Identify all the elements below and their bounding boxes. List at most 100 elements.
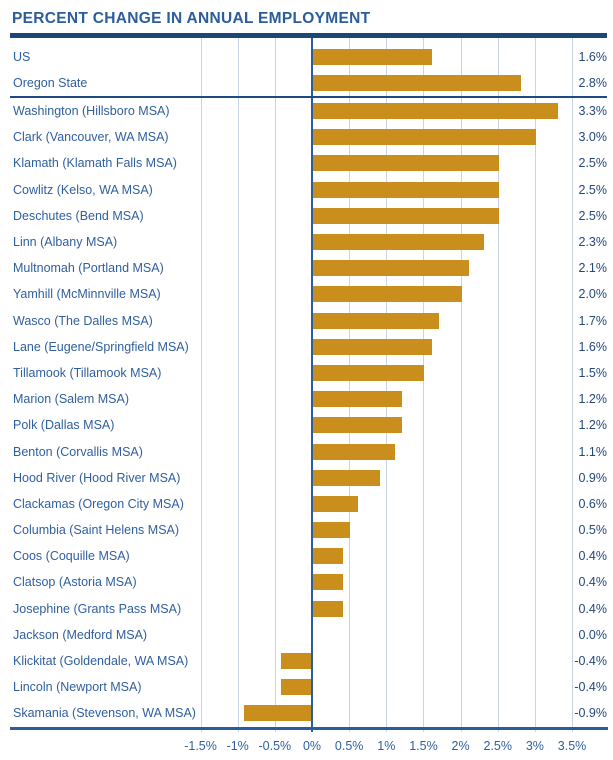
- value-bar: [313, 364, 425, 381]
- x-tick-label: -1%: [226, 739, 249, 753]
- value-bar: [313, 260, 470, 277]
- row-label: Clatsop (Astoria MSA): [13, 575, 137, 590]
- chart-row: Lincoln (Newport MSA) -0.4%: [0, 674, 613, 700]
- row-label: Tillamook (Tillamook MSA): [13, 365, 162, 380]
- chart-row: Deschutes (Bend MSA) 2.5%: [0, 203, 613, 229]
- chart-row: Tillamook (Tillamook MSA) 1.5%: [0, 360, 613, 386]
- chart-row: Clackamas (Oregon City MSA) 0.6%: [0, 491, 613, 517]
- county-section: Washington (Hillsboro MSA) 3.3% Clark (Van…: [0, 98, 613, 727]
- row-label: Hood River (Hood River MSA): [13, 470, 181, 485]
- chart-row: Lane (Eugene/Springfield MSA) 1.6%: [0, 334, 613, 360]
- value-bar: [313, 443, 395, 460]
- gridlines: [0, 38, 613, 732]
- row-value: -0.9%: [574, 706, 607, 721]
- row-label: Deschutes (Bend MSA): [13, 208, 144, 223]
- x-tick-label: 1%: [377, 739, 396, 753]
- gridline: [423, 38, 425, 732]
- row-value: 2.0%: [578, 287, 608, 302]
- value-bar: [313, 574, 343, 591]
- chart-row: Polk (Dallas MSA) 1.2%: [0, 412, 613, 438]
- gridline: [274, 38, 276, 732]
- row-label: Multnomah (Portland MSA): [13, 261, 164, 276]
- value-bar: [313, 49, 432, 65]
- zero-axis-line: [311, 38, 313, 732]
- row-value: 0.4%: [578, 549, 608, 564]
- row-label: Skamania (Stevenson, WA MSA): [13, 706, 196, 721]
- chart-title: PERCENT CHANGE IN ANNUAL EMPLOYMENT: [12, 10, 371, 27]
- title-rule: [10, 33, 607, 38]
- row-value: 0.6%: [578, 496, 608, 511]
- row-label: Linn (Albany MSA): [13, 235, 118, 250]
- row-value: -0.4%: [574, 680, 607, 695]
- x-tick-label: -0.5%: [258, 739, 292, 753]
- row-label: Benton (Corvallis MSA): [13, 444, 143, 459]
- row-label: Wasco (The Dalles MSA): [13, 313, 153, 328]
- chart-row: Cowlitz (Kelso, WA MSA) 2.5%: [0, 177, 613, 203]
- section-separator: [10, 96, 607, 98]
- value-bar: [313, 469, 380, 486]
- gridline: [349, 38, 351, 732]
- chart-row: Josephine (Grants Pass MSA) 0.4%: [0, 596, 613, 622]
- x-axis-labels: -1.5% -1% -0.5% 0% 0.5% 1% 1.5% 2% 2.5% 3% 3.5%: [0, 739, 613, 757]
- value-bar: [313, 181, 499, 198]
- value-bar: [313, 75, 522, 91]
- row-value: 1.7%: [578, 313, 608, 328]
- value-bar: [244, 705, 311, 722]
- chart-row: Clark (Vancouver, WA MSA) 3.0%: [0, 124, 613, 150]
- summary-section: US 1.6% Oregon State 2.8%: [0, 38, 613, 96]
- row-value: 2.5%: [578, 156, 608, 171]
- x-tick-label: 1.5%: [409, 739, 438, 753]
- value-bar: [313, 286, 462, 303]
- row-label: Coos (Coquille MSA): [13, 549, 130, 564]
- row-value: 3.3%: [578, 104, 608, 119]
- row-value: 0.4%: [578, 601, 608, 616]
- x-tick-label: 2.5%: [483, 739, 513, 753]
- value-bar: [313, 129, 536, 146]
- row-label: Marion (Salem MSA): [13, 392, 129, 407]
- gridline: [460, 38, 462, 732]
- row-value: 2.5%: [578, 182, 608, 197]
- chart-row: Oregon State 2.8%: [0, 70, 613, 96]
- chart-row: Linn (Albany MSA) 2.3%: [0, 229, 613, 255]
- value-bar: [313, 312, 440, 329]
- gridline: [572, 38, 574, 732]
- chart-row: Klamath (Klamath Falls MSA) 2.5%: [0, 150, 613, 176]
- x-tick-label: 3%: [525, 739, 544, 753]
- gridline: [237, 38, 239, 732]
- value-bar: [313, 155, 499, 172]
- row-label: Klickitat (Goldendale, WA MSA): [13, 654, 189, 669]
- value-bar: [313, 522, 351, 539]
- value-bar: [313, 495, 358, 512]
- row-label: Oregon State: [13, 76, 88, 90]
- row-label: Clark (Vancouver, WA MSA): [13, 130, 169, 145]
- row-value: 0.9%: [578, 470, 608, 485]
- row-label: Lincoln (Newport MSA): [13, 680, 142, 695]
- x-tick-label: 2%: [451, 739, 470, 753]
- value-bar: [313, 391, 403, 408]
- value-bar: [313, 417, 403, 434]
- row-value: 1.5%: [578, 365, 608, 380]
- row-value: 2.5%: [578, 208, 608, 223]
- row-value: 2.3%: [578, 235, 608, 250]
- row-value: 1.6%: [578, 50, 608, 64]
- row-label: Jackson (Medford MSA): [13, 627, 148, 642]
- row-label: Josephine (Grants Pass MSA): [13, 601, 182, 616]
- chart-row: Klickitat (Goldendale, WA MSA) -0.4%: [0, 648, 613, 674]
- row-label: Clackamas (Oregon City MSA): [13, 496, 184, 511]
- row-value: 0.0%: [578, 627, 608, 642]
- row-value: 1.6%: [578, 339, 608, 354]
- chart-row: Marion (Salem MSA) 1.2%: [0, 386, 613, 412]
- chart-row: Benton (Corvallis MSA) 1.1%: [0, 438, 613, 464]
- row-value: -0.4%: [574, 654, 607, 669]
- value-bar: [281, 679, 311, 696]
- row-label: Klamath (Klamath Falls MSA): [13, 156, 177, 171]
- row-label: Columbia (Saint Helens MSA): [13, 523, 180, 538]
- chart-row: Yamhill (McMinnville MSA) 2.0%: [0, 281, 613, 307]
- value-bar: [313, 103, 559, 120]
- row-value: 1.1%: [578, 444, 608, 459]
- chart-row: Clatsop (Astoria MSA) 0.4%: [0, 569, 613, 595]
- row-value: 2.8%: [578, 76, 608, 90]
- row-label: Washington (Hillsboro MSA): [13, 104, 170, 119]
- row-value: 0.4%: [578, 575, 608, 590]
